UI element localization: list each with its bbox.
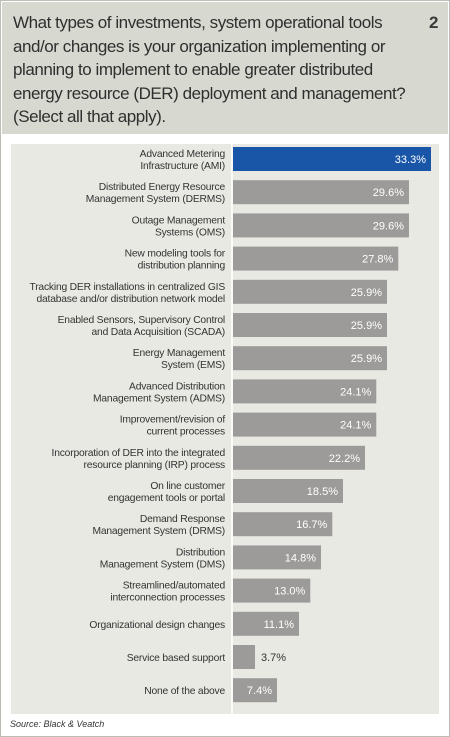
value-label-9: 22.2%	[329, 453, 360, 465]
category-label-line: System (EMS)	[161, 360, 225, 371]
category-label-line: current processes	[147, 427, 225, 438]
category-label-0: Advanced Metering Infrastructure (AMI)	[140, 149, 226, 172]
bar-6	[233, 346, 387, 371]
category-label-11: Demand Response Management System (DRMS)	[92, 514, 225, 537]
category-label-line: Enabled Sensors, Supervisory Control	[58, 315, 225, 326]
category-label-15: Service based support	[127, 653, 226, 664]
category-label-line: and Data Acquisition (SCADA)	[92, 327, 225, 338]
bar-9	[233, 445, 365, 470]
category-label-line: resource planning (IRP) process	[84, 460, 226, 471]
category-label-line: Service based support	[127, 653, 226, 664]
category-label-line: Management System (DMS)	[100, 559, 225, 570]
value-label-3: 27.8%	[362, 254, 393, 266]
category-label-7: Advanced Distribution Management System (…	[93, 381, 225, 404]
category-label-line: Organizational design changes	[89, 620, 225, 631]
value-label-12: 14.8%	[285, 552, 316, 564]
bar-1	[233, 180, 409, 205]
category-label-line: distribution planning	[138, 261, 226, 272]
value-label-4: 25.9%	[351, 287, 382, 299]
value-label-8: 24.1%	[340, 420, 371, 432]
bar-13	[233, 578, 311, 603]
value-label-11: 16.7%	[296, 519, 327, 531]
bar-5	[233, 313, 387, 337]
category-label-line: None of the above	[144, 686, 225, 697]
bar-chart: 33.3% Advanced Metering Infrastructure (AM…	[30, 144, 431, 714]
category-label-1: Distributed Energy Resource Management Sy…	[86, 182, 226, 205]
bar-10	[233, 479, 343, 503]
category-label-line: engagement tools or portal	[108, 493, 225, 504]
bar-0	[233, 147, 431, 171]
bar-3	[233, 246, 399, 271]
category-label-line: Advanced Distribution	[129, 381, 225, 392]
value-label-13: 13.0%	[274, 586, 305, 598]
category-label-line: New modeling tools for	[125, 249, 226, 260]
category-label-line: database and/or distribution network mod…	[36, 294, 225, 305]
category-label-4: Tracking DER installations in centralize…	[30, 282, 226, 305]
category-label-line: Outage Management	[132, 215, 226, 226]
bar-11	[233, 512, 333, 537]
bar-7	[233, 379, 377, 404]
bar-chart-area: 33.3% Advanced Metering Infrastructure (AM…	[11, 144, 439, 714]
category-label-10: On line customer engagement tools or port…	[108, 481, 226, 504]
bar-14	[233, 611, 299, 636]
category-label-line: Streamlined/automated	[123, 581, 226, 592]
value-label-16: 7.4%	[247, 685, 272, 697]
value-label-5: 25.9%	[351, 320, 382, 332]
category-label-line: interconnection processes	[110, 593, 225, 604]
category-label-16: None of the above	[144, 686, 225, 697]
category-label-line: Advanced Metering	[140, 149, 226, 160]
category-label-line: Energy Management	[133, 348, 226, 359]
category-label-5: Enabled Sensors, Supervisory Control and …	[58, 315, 225, 338]
category-label-line: On line customer	[150, 481, 225, 492]
category-label-line: Incorporation of DER into the integrated	[52, 448, 226, 459]
value-label-10: 18.5%	[307, 486, 338, 498]
category-label-6: Energy Management System (EMS)	[133, 348, 226, 371]
category-label-line: Distribution	[176, 547, 226, 558]
category-label-2: Outage Management Systems (OMS)	[132, 215, 226, 238]
category-label-line: Tracking DER installations in centralize…	[30, 282, 226, 293]
bar-16	[233, 678, 277, 703]
category-label-line: Management System (ADMS)	[93, 393, 225, 404]
bar-8	[233, 412, 377, 437]
bar-4	[233, 279, 387, 304]
survey-question: What types of investments, system operat…	[13, 13, 406, 127]
category-label-line: Systems (OMS)	[155, 227, 225, 238]
category-label-12: Distribution Management System (DMS)	[100, 547, 226, 570]
figure-header: What types of investments, system operat…	[2, 2, 448, 134]
value-label-2: 29.6%	[373, 220, 404, 232]
category-label-line: Demand Response	[140, 514, 226, 525]
category-label-13: Streamlined/automated interconnection pro…	[110, 581, 225, 604]
figure-number: 2	[429, 13, 439, 32]
category-label-line: Management System (DERMS)	[86, 194, 225, 205]
value-label-6: 25.9%	[351, 353, 382, 365]
category-label-9: Incorporation of DER into the integrated…	[52, 448, 226, 471]
value-label-15: 3.7%	[261, 652, 286, 664]
bar-15	[233, 645, 255, 669]
category-label-line: Management System (DRMS)	[92, 526, 225, 537]
source-note: Source: Black & Veatch	[10, 719, 105, 729]
category-label-14: Organizational design changes	[89, 620, 225, 631]
bar-12	[233, 545, 321, 570]
category-label-line: Infrastructure (AMI)	[140, 161, 225, 172]
value-label-0: 33.3%	[395, 154, 426, 166]
category-label-3: New modeling tools for distribution plann…	[125, 249, 226, 272]
value-label-7: 24.1%	[340, 386, 371, 398]
category-label-8: Improvement/revision of current processes	[120, 415, 226, 438]
category-label-line: Improvement/revision of	[120, 415, 226, 426]
category-label-line: Distributed Energy Resource	[99, 182, 226, 193]
value-label-14: 11.1%	[264, 619, 295, 631]
value-label-1: 29.6%	[373, 187, 404, 199]
bar-2	[233, 213, 409, 238]
